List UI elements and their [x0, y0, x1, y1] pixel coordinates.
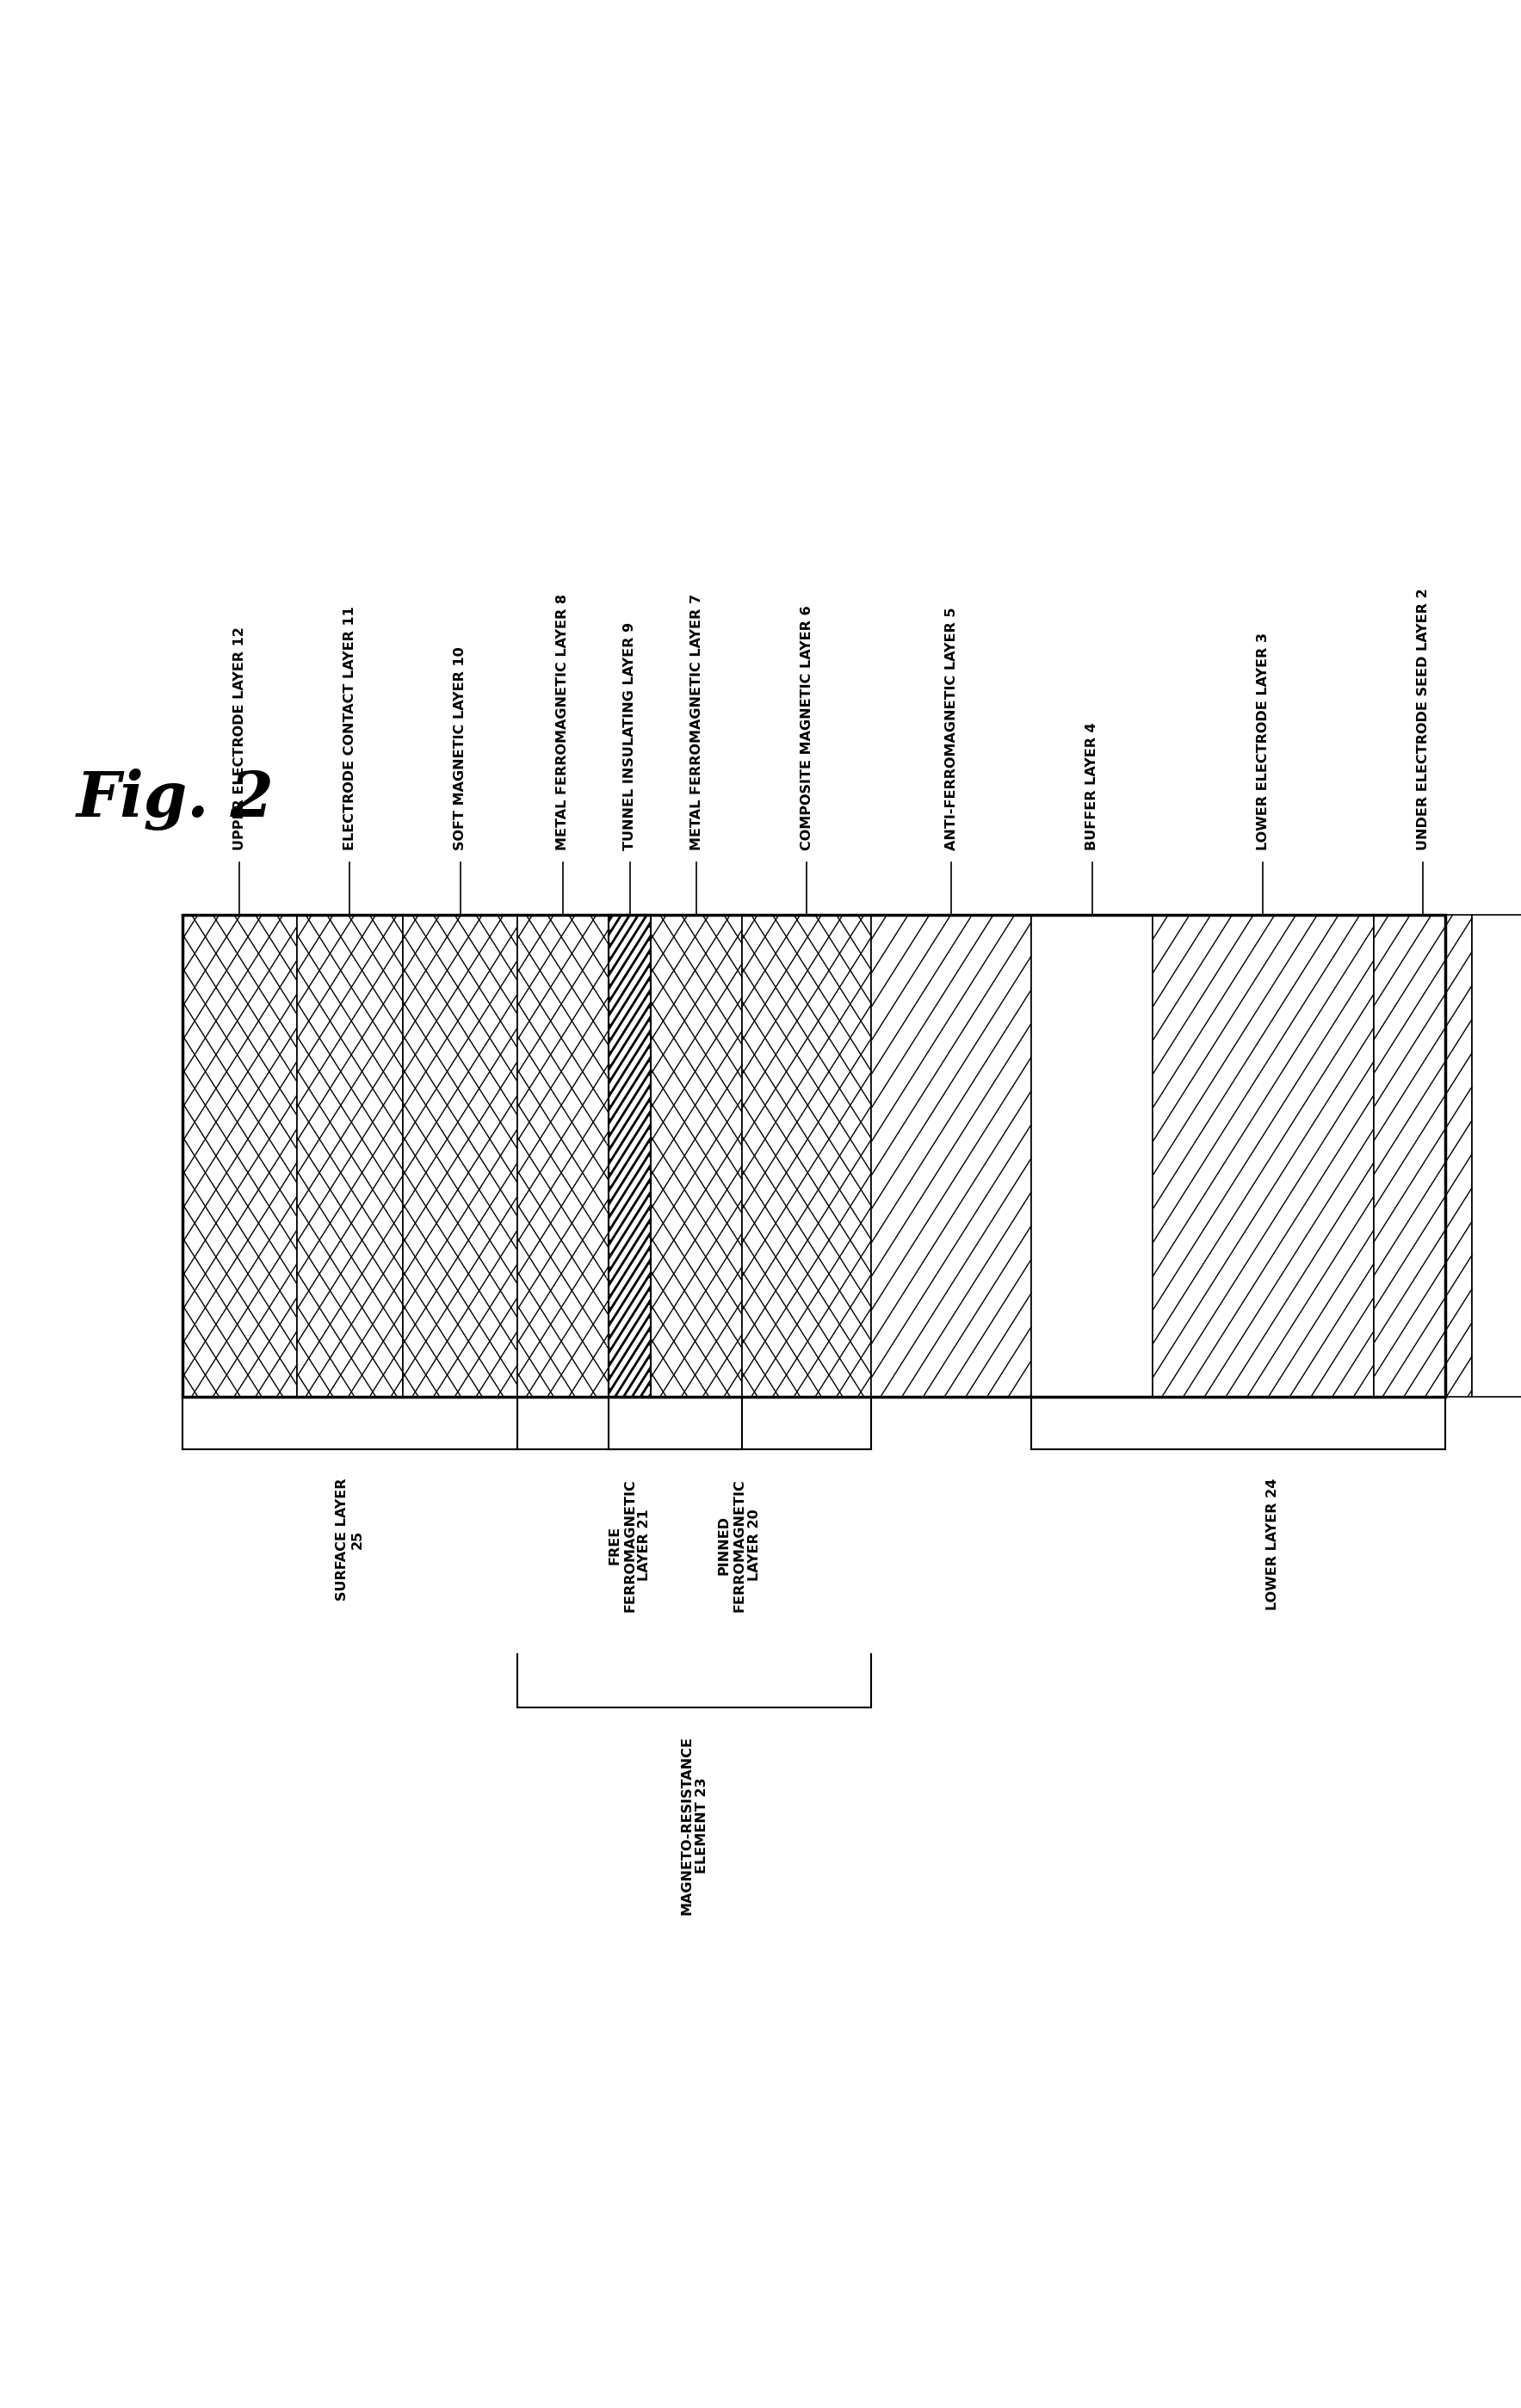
Text: ANTI-FERROMAGNETIC LAYER 5: ANTI-FERROMAGNETIC LAYER 5 — [945, 607, 958, 850]
Bar — [1153, 915, 1373, 1397]
Bar — [403, 915, 517, 1397]
Bar — [872, 915, 1031, 1397]
Text: BUFFER LAYER 4: BUFFER LAYER 4 — [1086, 722, 1098, 850]
Bar — [517, 915, 608, 1397]
Text: LOWER LAYER 24: LOWER LAYER 24 — [1267, 1479, 1279, 1611]
Bar — [1373, 915, 1472, 1397]
Bar — [183, 915, 1445, 1397]
Text: SOFT MAGNETIC LAYER 10: SOFT MAGNETIC LAYER 10 — [453, 645, 467, 850]
Bar — [608, 915, 651, 1397]
Bar — [297, 915, 403, 1397]
Text: PINNED
FERROMAGNETIC
LAYER 20: PINNED FERROMAGNETIC LAYER 20 — [718, 1479, 760, 1611]
Bar — [1031, 915, 1153, 1397]
Text: UNDER ELECTRODE SEED LAYER 2: UNDER ELECTRODE SEED LAYER 2 — [1416, 588, 1430, 850]
Text: TUNNEL INSULATING LAYER 9: TUNNEL INSULATING LAYER 9 — [624, 621, 636, 850]
Text: FREE
FERROMAGNETIC
LAYER 21: FREE FERROMAGNETIC LAYER 21 — [608, 1479, 651, 1611]
Bar — [608, 915, 651, 1397]
Text: Fig. 2: Fig. 2 — [76, 768, 274, 831]
Bar — [742, 915, 872, 1397]
Text: METAL FERROMAGNETIC LAYER 8: METAL FERROMAGNETIC LAYER 8 — [557, 592, 569, 850]
Text: LOWER ELECTRODE LAYER 3: LOWER ELECTRODE LAYER 3 — [1256, 633, 1270, 850]
Bar — [1472, 915, 1521, 1397]
Text: UPPER ELECTRODE LAYER 12: UPPER ELECTRODE LAYER 12 — [233, 626, 246, 850]
Bar — [183, 915, 297, 1397]
Text: SURFACE LAYER
25: SURFACE LAYER 25 — [336, 1479, 364, 1601]
Text: MAGNETO-RESISTANCE
ELEMENT 23: MAGNETO-RESISTANCE ELEMENT 23 — [680, 1736, 709, 1914]
Text: METAL FERROMAGNETIC LAYER 7: METAL FERROMAGNETIC LAYER 7 — [691, 592, 703, 850]
Bar — [651, 915, 742, 1397]
Text: ELECTRODE CONTACT LAYER 11: ELECTRODE CONTACT LAYER 11 — [344, 607, 356, 850]
Text: COMPOSITE MAGNETIC LAYER 6: COMPOSITE MAGNETIC LAYER 6 — [800, 604, 814, 850]
